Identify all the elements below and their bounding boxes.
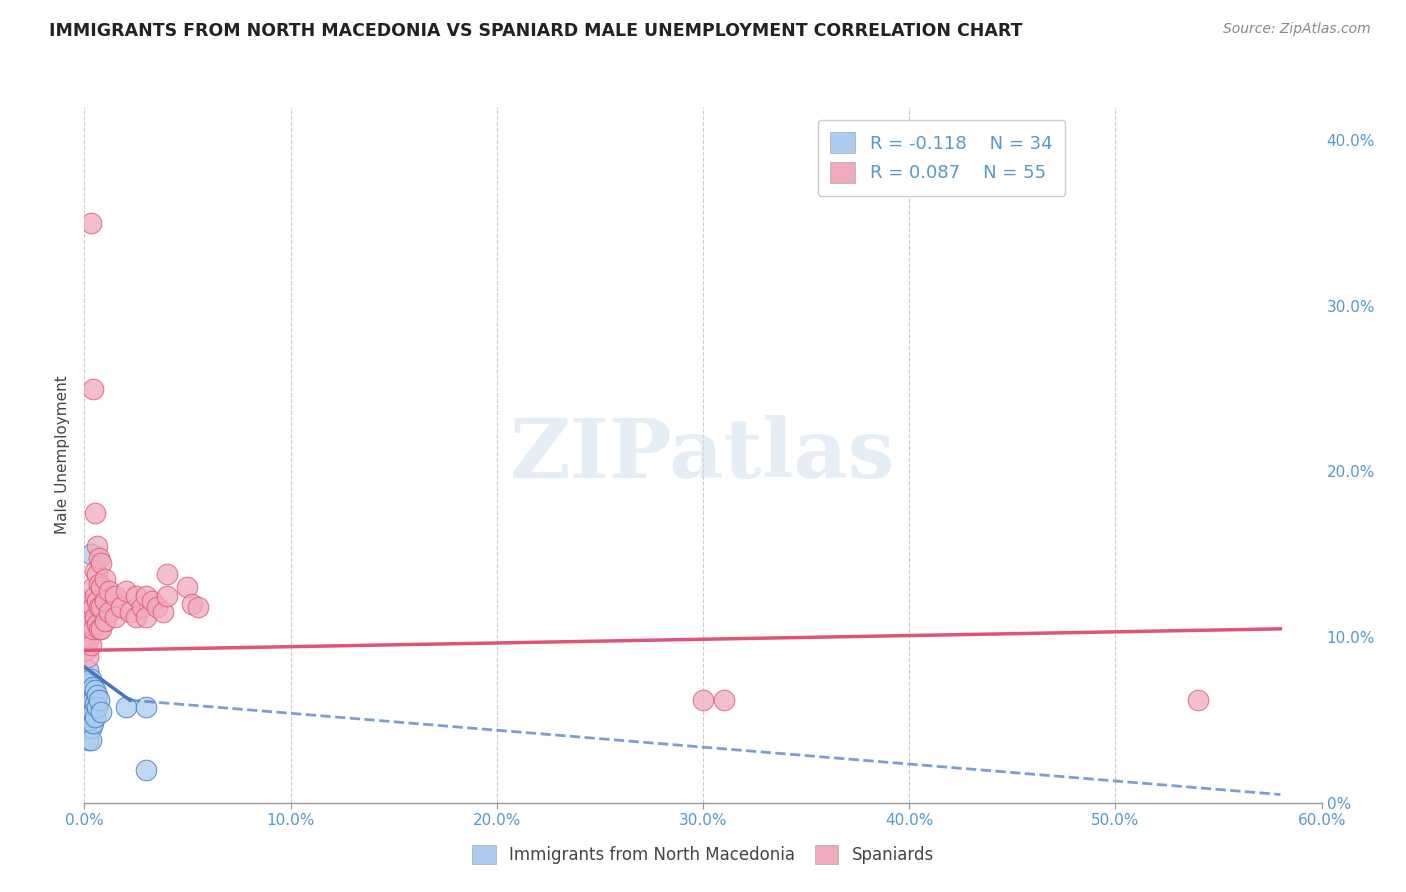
Point xyxy=(79,597,101,611)
Point xyxy=(87,550,110,565)
Point xyxy=(86,616,108,631)
Point xyxy=(79,683,101,698)
Point xyxy=(82,581,104,595)
Point xyxy=(79,672,101,686)
Point xyxy=(77,688,100,702)
Point xyxy=(94,614,117,628)
Point xyxy=(180,597,202,611)
Point xyxy=(87,622,110,636)
Point xyxy=(83,564,105,578)
Point xyxy=(79,639,101,653)
Point xyxy=(94,593,117,607)
Point xyxy=(104,610,127,624)
Point xyxy=(79,697,101,711)
Point xyxy=(77,663,100,677)
Point xyxy=(176,581,198,595)
Point xyxy=(90,600,112,615)
Point xyxy=(98,605,121,619)
Point xyxy=(145,600,167,615)
Point xyxy=(75,630,97,644)
Point xyxy=(83,683,105,698)
Point xyxy=(82,382,104,396)
Point xyxy=(125,610,148,624)
Point xyxy=(82,693,104,707)
Point xyxy=(86,539,108,553)
Point xyxy=(77,721,100,735)
Point xyxy=(94,572,117,586)
Point xyxy=(77,614,100,628)
Point xyxy=(75,693,97,707)
Point xyxy=(83,610,105,624)
Point xyxy=(1187,693,1209,707)
Text: ZIPatlas: ZIPatlas xyxy=(510,415,896,495)
Point xyxy=(79,547,101,561)
Point xyxy=(90,622,112,636)
Point xyxy=(79,216,101,230)
Point xyxy=(141,593,163,607)
Point xyxy=(86,688,108,702)
Point xyxy=(83,697,105,711)
Point xyxy=(692,693,714,707)
Point xyxy=(82,716,104,731)
Y-axis label: Male Unemployment: Male Unemployment xyxy=(55,376,70,534)
Point xyxy=(75,683,97,698)
Point xyxy=(75,721,97,735)
Point xyxy=(77,699,100,714)
Point xyxy=(90,556,112,570)
Point xyxy=(110,600,132,615)
Point xyxy=(77,732,100,747)
Point xyxy=(86,699,108,714)
Point xyxy=(125,589,148,603)
Point xyxy=(90,581,112,595)
Point xyxy=(90,705,112,719)
Text: IMMIGRANTS FROM NORTH MACEDONIA VS SPANIARD MALE UNEMPLOYMENT CORRELATION CHART: IMMIGRANTS FROM NORTH MACEDONIA VS SPANI… xyxy=(49,22,1022,40)
Point xyxy=(83,506,105,520)
Point xyxy=(152,605,174,619)
Point xyxy=(86,593,108,607)
Point xyxy=(79,616,101,631)
Legend: Immigrants from North Macedonia, Spaniards: Immigrants from North Macedonia, Spaniar… xyxy=(463,835,943,874)
Point xyxy=(87,577,110,591)
Point xyxy=(135,699,157,714)
Point xyxy=(77,650,100,665)
Text: Source: ZipAtlas.com: Source: ZipAtlas.com xyxy=(1223,22,1371,37)
Point xyxy=(135,589,157,603)
Point xyxy=(118,605,141,619)
Point xyxy=(82,600,104,615)
Point xyxy=(75,672,97,686)
Point xyxy=(79,709,101,723)
Point xyxy=(83,589,105,603)
Point xyxy=(83,709,105,723)
Point xyxy=(79,732,101,747)
Point xyxy=(114,583,136,598)
Point xyxy=(82,680,104,694)
Point xyxy=(75,643,97,657)
Point xyxy=(187,600,209,615)
Point xyxy=(156,589,179,603)
Point xyxy=(75,713,97,727)
Point xyxy=(79,721,101,735)
Point xyxy=(131,600,153,615)
Point xyxy=(86,567,108,582)
Point xyxy=(82,705,104,719)
Point xyxy=(114,699,136,714)
Point xyxy=(77,676,100,690)
Point xyxy=(135,610,157,624)
Point xyxy=(77,709,100,723)
Point xyxy=(87,693,110,707)
Point xyxy=(87,600,110,615)
Point xyxy=(77,633,100,648)
Point xyxy=(75,705,97,719)
Point xyxy=(82,622,104,636)
Point xyxy=(104,589,127,603)
Point xyxy=(713,693,735,707)
Point xyxy=(98,583,121,598)
Point xyxy=(156,567,179,582)
Point xyxy=(135,763,157,777)
